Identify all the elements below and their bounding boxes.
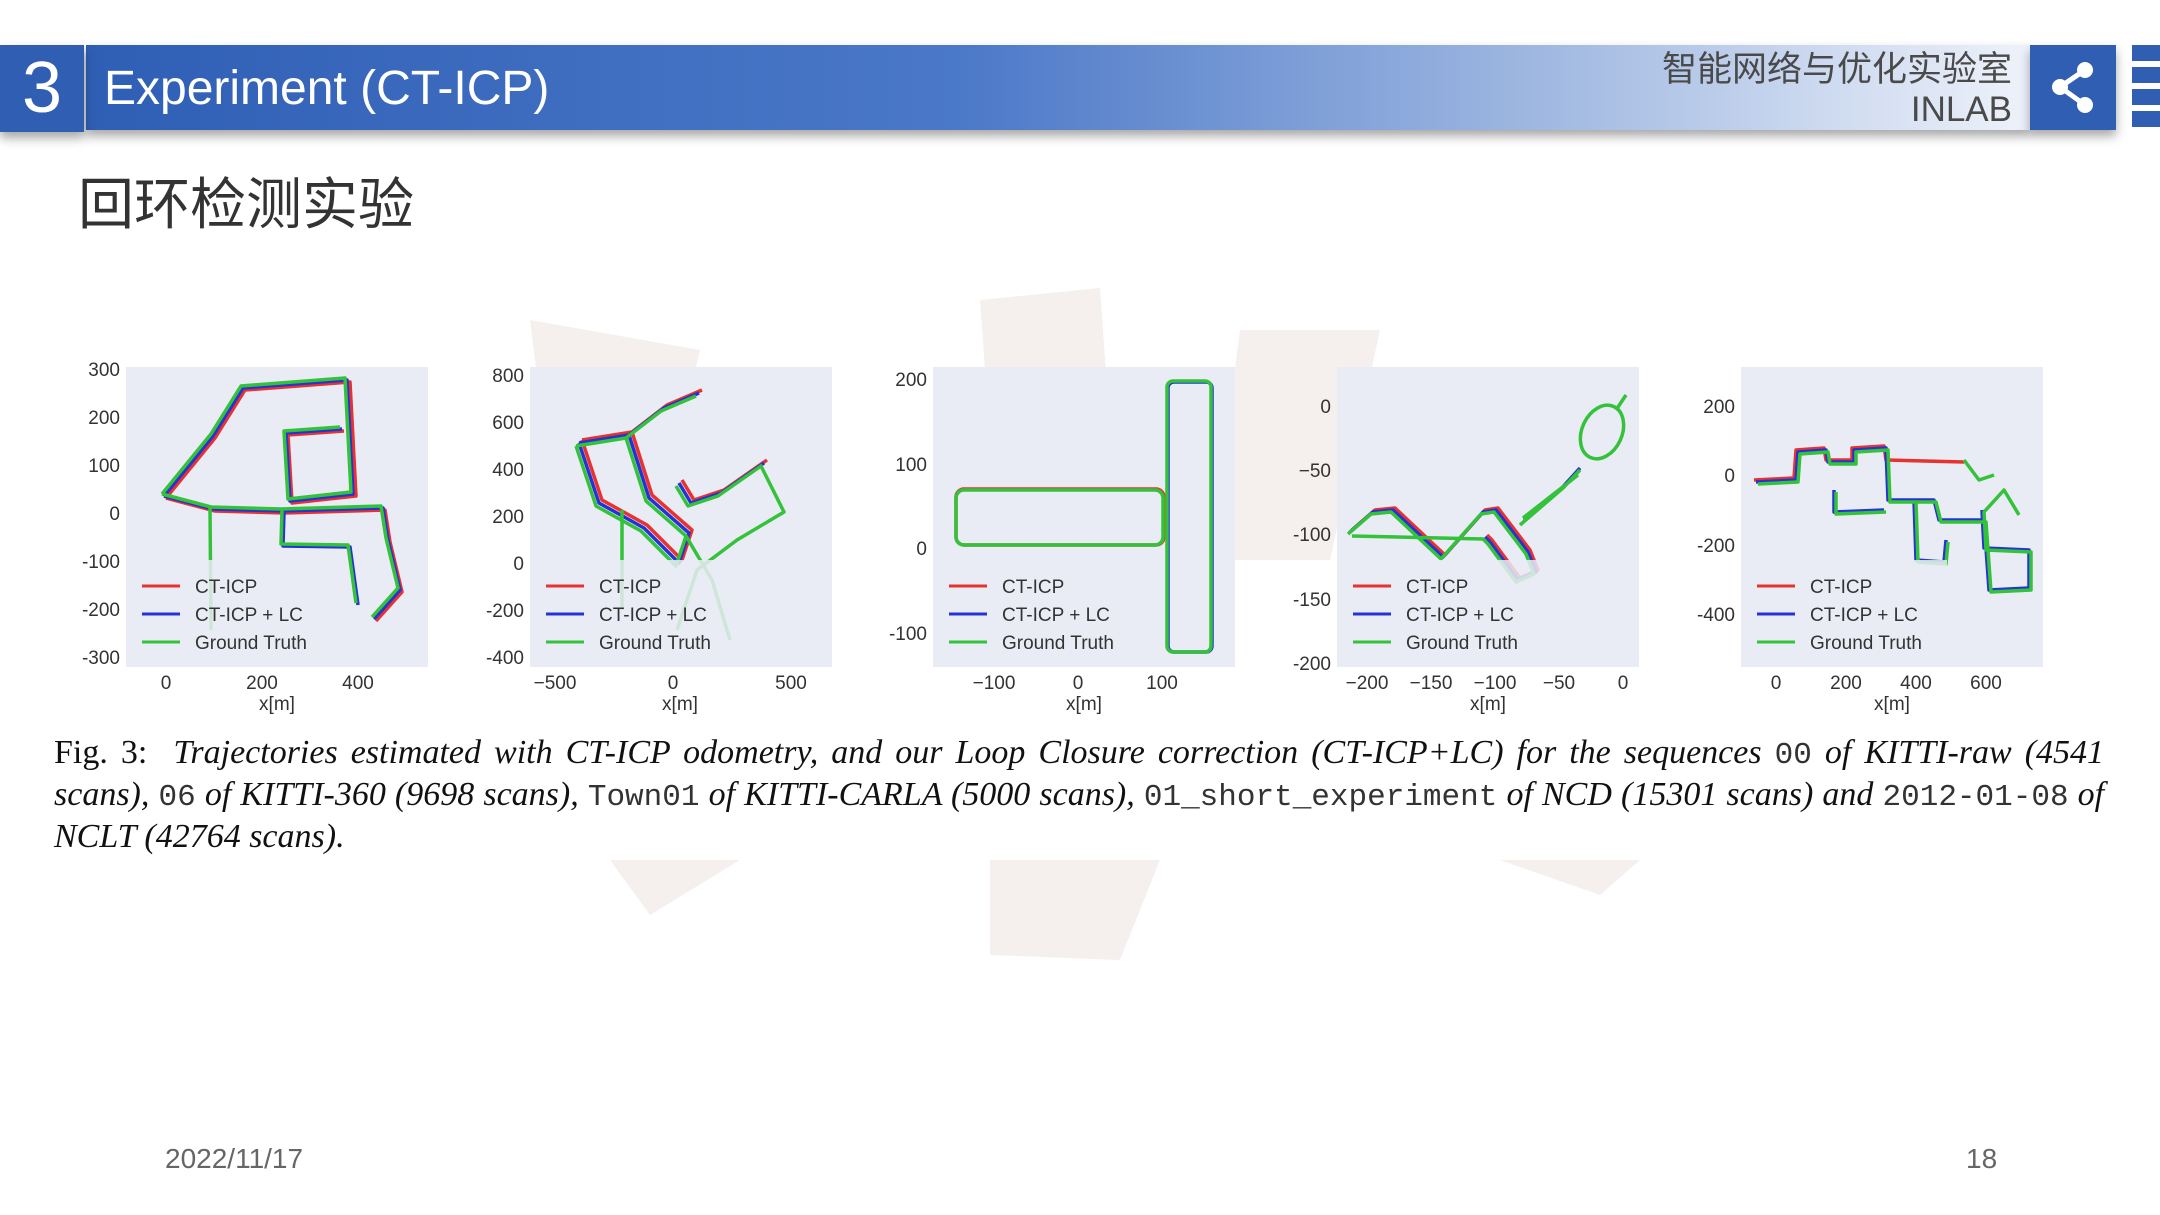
header-bar xyxy=(86,45,2030,130)
trajectory-plot-4: 0 −50 -100 -150 -200 −200 −150 −100 −50 … xyxy=(1280,350,1690,720)
y-tick: 200 xyxy=(895,370,927,391)
x-tick: −500 xyxy=(534,673,577,694)
lab-name-cn: 智能网络与优化实验室 xyxy=(1661,50,2012,89)
x-axis-label: x[m] xyxy=(662,694,698,715)
legend-label: CT-ICP + LC xyxy=(599,605,707,626)
x-tick: 0 xyxy=(1771,673,1782,694)
trajectory-ground-truth xyxy=(954,488,1165,547)
x-tick: −150 xyxy=(1410,673,1453,694)
x-axis-label: x[m] xyxy=(259,694,295,715)
trajectory-ground-truth xyxy=(574,394,786,641)
x-tick: 0 xyxy=(1073,673,1084,694)
legend-label: CT-ICP xyxy=(1002,577,1064,598)
trajectory-ground-truth xyxy=(1614,394,1628,411)
y-tick: -300 xyxy=(82,648,120,669)
x-tick: 400 xyxy=(1900,673,1932,694)
legend-label: CT-ICP + LC xyxy=(195,605,303,626)
legend-label: CT-ICP + LC xyxy=(1406,605,1514,626)
x-tick: −100 xyxy=(973,673,1016,694)
lab-name-en: INLAB xyxy=(1910,90,2012,129)
x-tick: 0 xyxy=(1618,673,1629,694)
y-tick: 0 xyxy=(513,554,524,575)
x-tick: 400 xyxy=(342,673,374,694)
y-tick: 0 xyxy=(916,539,927,560)
figure-caption: Fig. 3: Trajectories estimated with CT-I… xyxy=(54,734,2105,855)
y-tick: -150 xyxy=(1293,590,1331,611)
trajectory-ground-truth xyxy=(1165,379,1213,654)
trajectory-ground-truth xyxy=(1578,403,1626,461)
footer-date: 2022/11/17 xyxy=(165,1143,304,1174)
trajectory-plot-5: 200 0 -200 -400 0 200 400 600 x[m] CT-IC… xyxy=(1684,350,2094,720)
x-tick: 0 xyxy=(161,673,172,694)
trajectory-ground-truth xyxy=(160,376,400,631)
y-tick: -200 xyxy=(82,600,120,621)
y-tick: 200 xyxy=(88,408,120,429)
legend-label: Ground Truth xyxy=(1002,633,1114,654)
legend-label: Ground Truth xyxy=(1406,633,1518,654)
x-tick: 200 xyxy=(246,673,278,694)
x-tick: 500 xyxy=(775,673,807,694)
y-tick: -100 xyxy=(889,624,927,645)
share-button[interactable] xyxy=(2030,45,2116,130)
x-tick: −100 xyxy=(1474,673,1517,694)
x-tick: 600 xyxy=(1970,673,2002,694)
edge-decoration xyxy=(2132,45,2160,133)
x-tick: −50 xyxy=(1543,673,1575,694)
y-tick: -400 xyxy=(486,648,524,669)
section-number: 3 xyxy=(0,45,84,132)
x-axis-label: x[m] xyxy=(1874,694,1910,715)
y-tick: 0 xyxy=(1320,397,1331,418)
x-tick: 200 xyxy=(1830,673,1862,694)
legend-label: Ground Truth xyxy=(195,633,307,654)
y-tick: -200 xyxy=(486,601,524,622)
y-tick: -200 xyxy=(1697,536,1735,557)
legend-label: CT-ICP + LC xyxy=(1002,605,1110,626)
caption-label: Fig. 3: xyxy=(54,734,148,771)
y-tick: 0 xyxy=(1724,466,1735,487)
lab-name: 智能网络与优化实验室 INLAB xyxy=(1662,50,2012,130)
y-tick: 100 xyxy=(895,455,927,476)
legend-label: CT-ICP + LC xyxy=(1810,605,1918,626)
trajectory-ground-truth xyxy=(1346,468,1582,584)
y-tick: 100 xyxy=(88,456,120,477)
legend-label: CT-ICP xyxy=(1810,577,1872,598)
y-tick: -400 xyxy=(1697,605,1735,626)
x-tick: −200 xyxy=(1346,673,1389,694)
y-tick: 600 xyxy=(492,413,524,434)
y-tick: 800 xyxy=(492,366,524,387)
x-tick: 0 xyxy=(668,673,679,694)
y-tick: 400 xyxy=(492,460,524,481)
y-tick: -100 xyxy=(1293,525,1331,546)
x-axis-label: x[m] xyxy=(1470,694,1506,715)
x-tick: 100 xyxy=(1146,673,1178,694)
y-tick: 0 xyxy=(109,504,120,525)
legend-label: CT-ICP xyxy=(195,577,257,598)
page-number: 18 xyxy=(1966,1143,1998,1174)
trajectory-plot-1: 300 200 100 0 -100 -200 -300 0 200 400 x… xyxy=(70,350,480,720)
trajectory-plot-3: 200 100 0 -100 −100 0 100 x[m] CT-ICP CT… xyxy=(876,350,1286,720)
y-tick: 300 xyxy=(88,360,120,381)
x-axis-label: x[m] xyxy=(1066,694,1102,715)
y-tick: 200 xyxy=(492,507,524,528)
legend-label: Ground Truth xyxy=(599,633,711,654)
y-tick: -200 xyxy=(1293,654,1331,675)
slide-title: 回环检测实验 xyxy=(78,173,414,236)
legend-label: CT-ICP xyxy=(599,577,661,598)
legend-label: CT-ICP xyxy=(1406,577,1468,598)
y-tick: −50 xyxy=(1299,461,1331,482)
share-icon xyxy=(2052,62,2093,113)
y-tick: 200 xyxy=(1703,397,1735,418)
y-tick: -100 xyxy=(82,552,120,573)
header-title: Experiment (CT-ICP) xyxy=(104,62,550,115)
trajectory-plot-2: 800 600 400 200 0 -200 -400 −500 0 500 x… xyxy=(472,350,882,720)
legend-label: Ground Truth xyxy=(1810,633,1922,654)
